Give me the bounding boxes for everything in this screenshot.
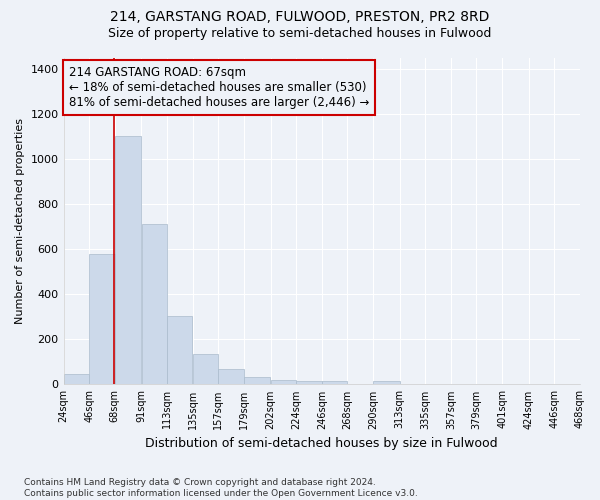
Y-axis label: Number of semi-detached properties: Number of semi-detached properties [15,118,25,324]
X-axis label: Distribution of semi-detached houses by size in Fulwood: Distribution of semi-detached houses by … [145,437,498,450]
Bar [64,374,89,384]
Bar [218,368,244,384]
Bar [115,136,142,384]
Text: Contains HM Land Registry data © Crown copyright and database right 2024.
Contai: Contains HM Land Registry data © Crown c… [24,478,418,498]
Bar [271,380,296,384]
Bar [244,376,271,384]
Bar [296,382,322,384]
Bar [322,382,347,384]
Bar [373,382,400,384]
Text: 214, GARSTANG ROAD, FULWOOD, PRESTON, PR2 8RD: 214, GARSTANG ROAD, FULWOOD, PRESTON, PR… [110,10,490,24]
Bar [167,316,193,384]
Bar [89,254,115,384]
Text: 214 GARSTANG ROAD: 67sqm
← 18% of semi-detached houses are smaller (530)
81% of : 214 GARSTANG ROAD: 67sqm ← 18% of semi-d… [69,66,369,108]
Text: Size of property relative to semi-detached houses in Fulwood: Size of property relative to semi-detach… [109,28,491,40]
Bar [193,354,218,384]
Bar [142,224,167,384]
